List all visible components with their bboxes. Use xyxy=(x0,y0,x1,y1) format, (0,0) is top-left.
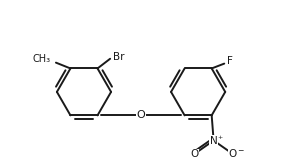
Text: O: O xyxy=(229,149,237,159)
Text: −: − xyxy=(237,146,243,155)
Text: O: O xyxy=(190,149,198,159)
Text: O: O xyxy=(137,110,146,120)
Text: F: F xyxy=(227,56,233,66)
Text: CH₃: CH₃ xyxy=(33,54,51,64)
Text: Br: Br xyxy=(113,52,124,62)
Text: N: N xyxy=(210,135,217,145)
Text: +: + xyxy=(217,135,222,140)
